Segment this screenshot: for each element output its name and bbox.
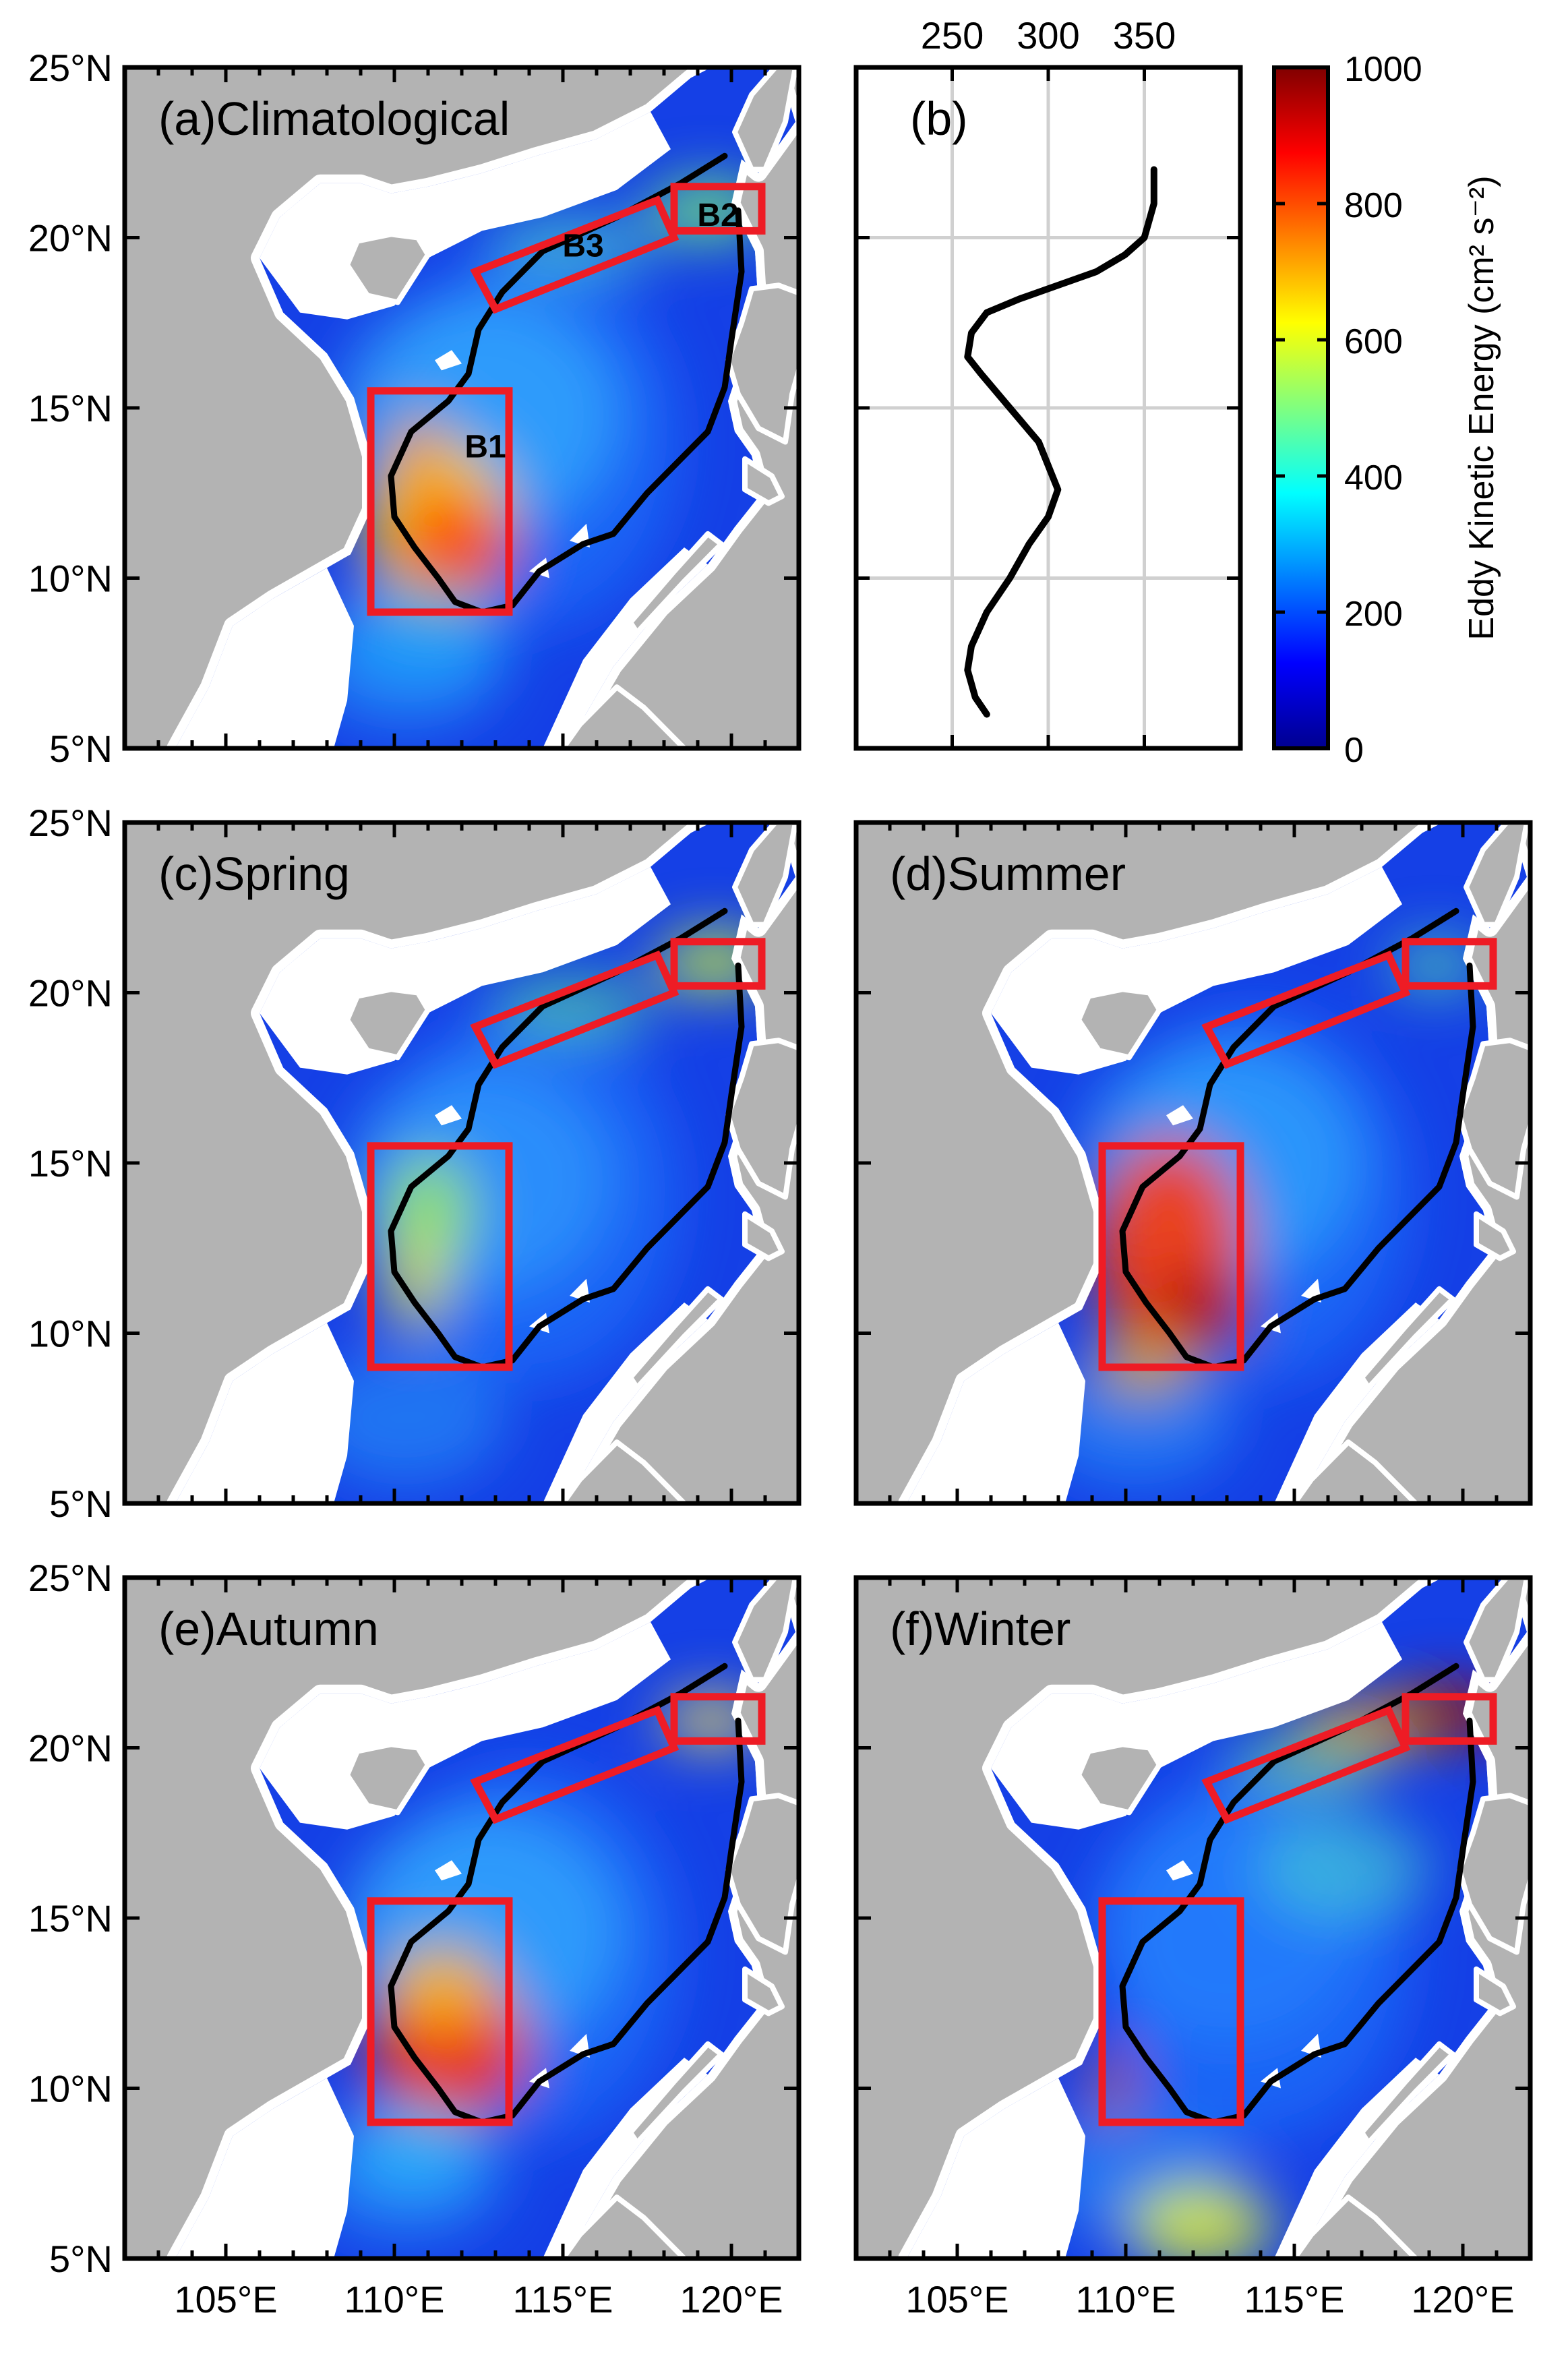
colorbar-tick-label: 1000 [1344, 50, 1422, 89]
panel-label-d: (d)Summer [890, 847, 1126, 900]
eke-blob [1092, 2044, 1133, 2126]
map-body: B1 B2 B3 [125, 67, 806, 748]
panel-label-f: (f)Winter [890, 1603, 1071, 1655]
map-panel-a: B1 B2 B3 (a)Climatological 25°N 20°N 15°N 10°N 5… [28, 47, 806, 770]
panel-label-a: (a)Climatological [158, 92, 510, 145]
eke-blob [384, 1942, 499, 2030]
box-label-b1: B1 [464, 429, 506, 465]
colorbar-tick-label: 400 [1344, 458, 1403, 498]
map-panel-e: (e)Autumn 25°N 20°N 15°N 10°N 5°N 105°E 110°E 11… [28, 1557, 806, 2321]
lat-tick-label: 5°N [49, 727, 113, 770]
colorbar-label: Eddy Kinetic Energy (cm² s⁻²) [1462, 175, 1501, 640]
panel-label-c: (c)Spring [158, 847, 350, 900]
map-body [125, 822, 806, 1503]
lat-tick-label: 25°N [28, 1557, 113, 1599]
eke-blob [1257, 1812, 1433, 1921]
lat-tick-label: 15°N [28, 387, 113, 429]
colorbar-tick-label: 800 [1344, 186, 1403, 225]
lat-tick-label: 25°N [28, 802, 113, 844]
lon-tick-label: 105°E [905, 2278, 1008, 2321]
eke-blob [337, 582, 506, 691]
lon-tick-label: 115°E [512, 2278, 613, 2321]
profile-x-tick-label: 250 [921, 14, 984, 57]
colorbar: 1000 800 600 400 200 0 Eddy Kinetic Energy (cm… [1274, 50, 1501, 770]
colorbar-tick-label: 200 [1344, 595, 1403, 634]
map-body [856, 1578, 1537, 2269]
lat-tick-label: 10°N [28, 558, 113, 600]
lon-tick-label: 105°E [174, 2278, 277, 2321]
lat-tick-label: 25°N [28, 47, 113, 89]
lon-tick-label: 110°E [344, 2278, 444, 2321]
colorbar-tick-label: 600 [1344, 322, 1403, 361]
colorbar-gradient [1274, 67, 1328, 748]
eke-blob [1126, 2180, 1274, 2269]
profile-panel: 250 300 350 (b) [856, 14, 1240, 748]
profile-x-tick-label: 300 [1017, 14, 1079, 57]
map-panel-d: (d)Summer [856, 822, 1537, 1503]
map-panel-f: (f)Winter 105°E 110°E 115°E 120°E [856, 1578, 1537, 2321]
box-label-b2: B2 [697, 198, 738, 233]
lon-tick-label: 120°E [1411, 2278, 1514, 2321]
map-body [125, 1578, 806, 2259]
lat-tick-label: 20°N [28, 972, 113, 1015]
map-panel-c: (c)Spring 25°N 20°N 15°N 10°N 5°N [28, 802, 806, 1525]
profile-panel-label: (b) [910, 92, 968, 145]
lat-tick-label: 5°N [49, 1483, 113, 1525]
lon-tick-label: 110°E [1075, 2278, 1176, 2321]
panel-label-e: (e)Autumn [158, 1603, 379, 1655]
map-body [856, 822, 1537, 1503]
lon-tick-label: 120°E [680, 2278, 783, 2321]
colorbar-tick-label: 0 [1344, 731, 1364, 770]
lat-tick-label: 10°N [28, 2068, 113, 2110]
lat-tick-label: 20°N [28, 1727, 113, 1770]
box-label-b3: B3 [562, 228, 603, 264]
lat-tick-label: 15°N [28, 1142, 113, 1185]
lat-tick-label: 5°N [49, 2238, 113, 2280]
lon-tick-label: 115°E [1244, 2278, 1344, 2321]
lat-tick-label: 10°N [28, 1313, 113, 1355]
lat-tick-label: 15°N [28, 1897, 113, 1940]
profile-x-tick-label: 350 [1113, 14, 1176, 57]
lat-tick-label: 20°N [28, 217, 113, 260]
